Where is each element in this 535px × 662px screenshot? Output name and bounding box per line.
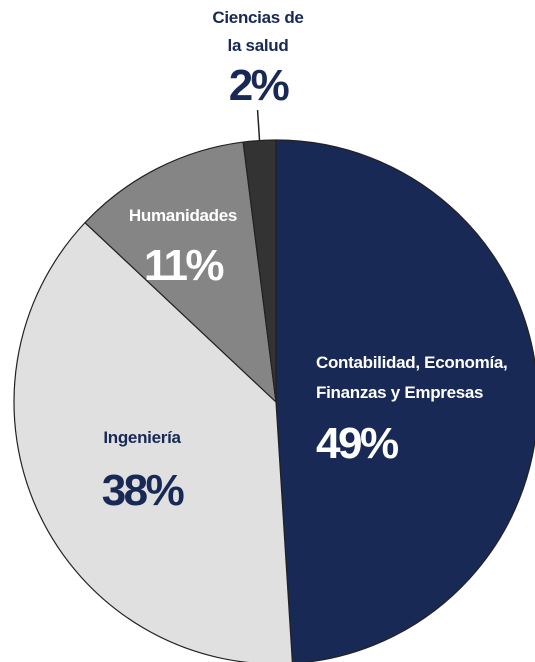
- slice-category-line: Ciencias de: [212, 8, 303, 27]
- slice-labels: Contabilidad, Economía, Finanzas y Empres…: [102, 8, 508, 515]
- pie-slice-humanidades: [84, 141, 277, 403]
- leader-line: [256, 109, 261, 141]
- slice-category-line: Finanzas y Empresas: [316, 383, 483, 402]
- slice-category-line: Humanidades: [129, 206, 237, 225]
- slice-value-label: 49%: [316, 419, 398, 468]
- slice-value-label: 11%: [144, 241, 224, 290]
- slice-category-label: Ciencias de la salud: [212, 8, 303, 55]
- pie-slice-contabilidad-economia-finanzas-y-empresas: [275, 139, 535, 662]
- leader-lines: [256, 109, 261, 141]
- slice-category-label: Ingeniería: [103, 428, 181, 447]
- slice-category-line: la salud: [228, 36, 289, 55]
- slice-category-line: Ingeniería: [103, 428, 181, 447]
- pie-slice-ingenieria: [13, 222, 293, 662]
- slice-value-label: 38%: [102, 466, 184, 515]
- slice-category-label: Humanidades: [129, 206, 237, 225]
- slice-value-label: 2%: [229, 61, 289, 110]
- slice-category-label: Contabilidad, Economía, Finanzas y Empres…: [316, 353, 507, 402]
- slice-category-line: Contabilidad, Economía,: [316, 353, 507, 372]
- pie-slices: [13, 139, 535, 662]
